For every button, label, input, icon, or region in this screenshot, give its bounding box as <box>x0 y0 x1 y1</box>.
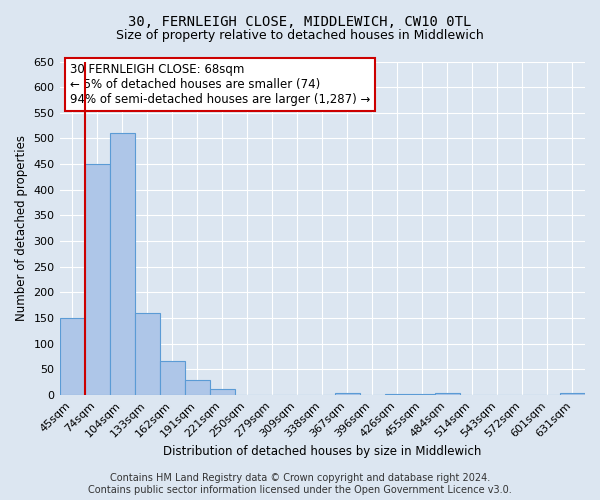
Bar <box>335 392 360 395</box>
Bar <box>560 392 585 395</box>
Text: Size of property relative to detached houses in Middlewich: Size of property relative to detached ho… <box>116 29 484 42</box>
X-axis label: Distribution of detached houses by size in Middlewich: Distribution of detached houses by size … <box>163 444 481 458</box>
Text: 30 FERNLEIGH CLOSE: 68sqm
← 5% of detached houses are smaller (74)
94% of semi-d: 30 FERNLEIGH CLOSE: 68sqm ← 5% of detach… <box>70 63 370 106</box>
Bar <box>160 360 185 395</box>
Y-axis label: Number of detached properties: Number of detached properties <box>15 136 28 322</box>
Bar <box>59 318 85 395</box>
Bar <box>185 380 209 395</box>
Bar <box>435 392 460 395</box>
Bar <box>134 313 160 395</box>
Bar <box>110 134 134 395</box>
Bar <box>209 389 235 395</box>
Text: 30, FERNLEIGH CLOSE, MIDDLEWICH, CW10 0TL: 30, FERNLEIGH CLOSE, MIDDLEWICH, CW10 0T… <box>128 15 472 29</box>
Text: Contains HM Land Registry data © Crown copyright and database right 2024.
Contai: Contains HM Land Registry data © Crown c… <box>88 474 512 495</box>
Bar <box>385 394 410 395</box>
Bar <box>410 394 435 395</box>
Bar <box>85 164 110 395</box>
